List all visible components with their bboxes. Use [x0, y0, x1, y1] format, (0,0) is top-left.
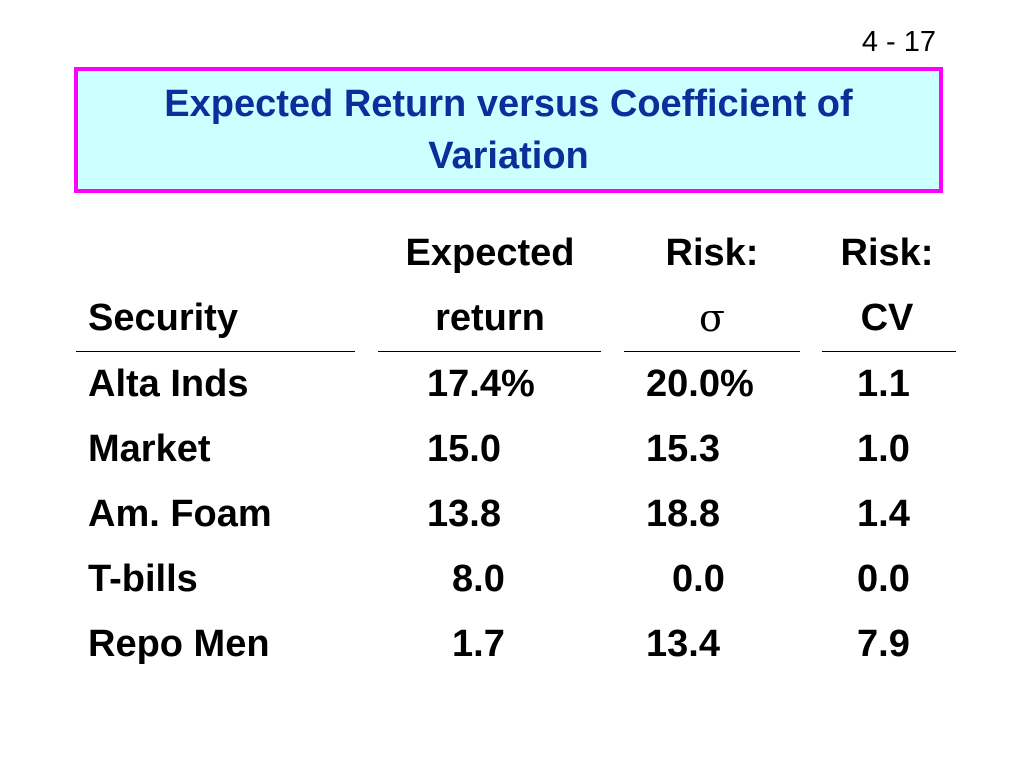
- header-expected-line2: return: [435, 297, 545, 339]
- cell-expected-return: 15.0: [427, 428, 501, 470]
- title-box: Expected Return versus Coefficient of Va…: [74, 67, 943, 193]
- table-row: Am. Foam 13.8 18.8 1.4: [0, 492, 1024, 552]
- header-expected-line1: Expected: [405, 232, 575, 274]
- cell-risk-sigma: 20.0%: [646, 363, 754, 405]
- table-row: T-bills 8.0 0.0 0.0: [0, 557, 1024, 617]
- header-rule-sigma: [624, 351, 800, 352]
- cell-security: Repo Men: [88, 623, 270, 665]
- cell-risk-cv: 7.9: [857, 623, 910, 665]
- cell-security: Am. Foam: [88, 493, 272, 535]
- cell-risk-sigma: 15.3: [646, 428, 720, 470]
- cell-risk-sigma: 13.4: [646, 623, 720, 665]
- cell-risk-sigma: 0.0: [672, 558, 725, 600]
- cell-risk-cv: 1.0: [857, 428, 910, 470]
- cell-risk-sigma: 18.8: [646, 493, 720, 535]
- page-number: 4 - 17: [861, 26, 936, 58]
- table-row: Alta Inds 17.4% 20.0% 1.1: [0, 362, 1024, 422]
- cell-risk-cv: 0.0: [857, 558, 910, 600]
- cell-risk-cv: 1.1: [857, 363, 910, 405]
- header-rule-security: [76, 351, 355, 352]
- table-row: Market 15.0 15.3 1.0: [0, 427, 1024, 487]
- cell-security: Market: [88, 428, 211, 470]
- header-rule-expected: [378, 351, 601, 352]
- cell-expected-return: 13.8: [427, 493, 501, 535]
- cell-security: Alta Inds: [88, 363, 249, 405]
- cell-security: T-bills: [88, 558, 198, 600]
- slide-title: Expected Return versus Coefficient of Va…: [164, 83, 853, 177]
- cell-expected-return: 17.4%: [427, 363, 535, 405]
- header-sigma-symbol: σ: [699, 296, 725, 340]
- table-row: Repo Men 1.7 13.4 7.9: [0, 622, 1024, 682]
- header-risk-cv-line1: Risk:: [840, 232, 934, 274]
- cell-expected-return: 8.0: [452, 558, 505, 600]
- cell-risk-cv: 1.4: [857, 493, 910, 535]
- header-cv: CV: [860, 297, 914, 339]
- header-security: Security: [88, 297, 238, 339]
- cell-expected-return: 1.7: [452, 623, 505, 665]
- header-rule-cv: [822, 351, 956, 352]
- header-risk-sigma-line1: Risk:: [665, 232, 759, 274]
